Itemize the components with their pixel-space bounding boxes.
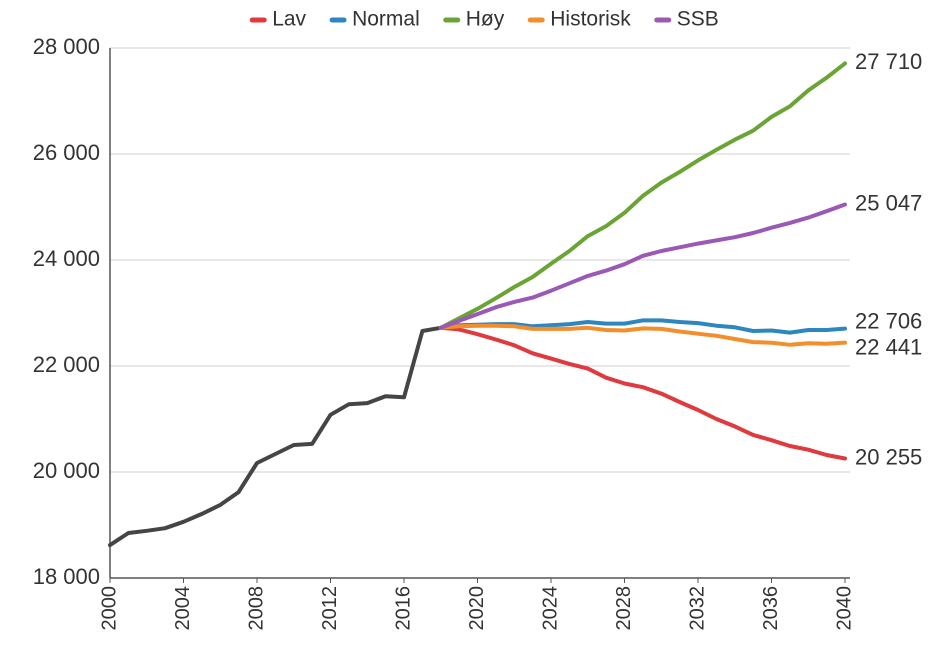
series-line xyxy=(108,325,443,548)
x-tick-label: 2020 xyxy=(466,586,488,631)
value-label: 22 706 xyxy=(855,308,922,333)
legend-label: Høy xyxy=(466,8,505,31)
legend-label: Historisk xyxy=(550,8,631,31)
value-label: 25 047 xyxy=(855,190,922,215)
x-tick-label: 2016 xyxy=(392,586,414,631)
y-tick-label: 18 000 xyxy=(33,564,100,589)
value-label: 27 710 xyxy=(855,49,922,74)
series-line xyxy=(438,61,847,330)
value-label: 22 441 xyxy=(855,334,922,359)
legend-label: Normal xyxy=(352,8,420,31)
legend-label: Lav xyxy=(272,8,306,31)
x-tick-label: 2000 xyxy=(98,586,120,631)
x-tick-label: 2024 xyxy=(539,586,561,631)
x-tick-label: 2004 xyxy=(172,586,194,631)
x-tick-label: 2032 xyxy=(686,586,708,631)
x-tick-label: 2012 xyxy=(319,586,341,631)
x-tick-label: 2008 xyxy=(245,586,267,631)
y-tick-label: 28 000 xyxy=(33,34,100,59)
x-tick-label: 2036 xyxy=(760,586,782,631)
y-tick-label: 26 000 xyxy=(33,140,100,165)
y-tick-label: 24 000 xyxy=(33,246,100,271)
x-tick-label: 2028 xyxy=(613,586,635,631)
series-line xyxy=(438,202,847,330)
value-label: 20 255 xyxy=(855,444,922,469)
y-tick-label: 22 000 xyxy=(33,352,100,377)
series-line xyxy=(438,323,847,347)
y-tick-label: 20 000 xyxy=(33,458,100,483)
legend-label: SSB xyxy=(677,8,719,31)
series-line xyxy=(438,325,847,461)
x-tick-label: 2040 xyxy=(833,586,855,631)
